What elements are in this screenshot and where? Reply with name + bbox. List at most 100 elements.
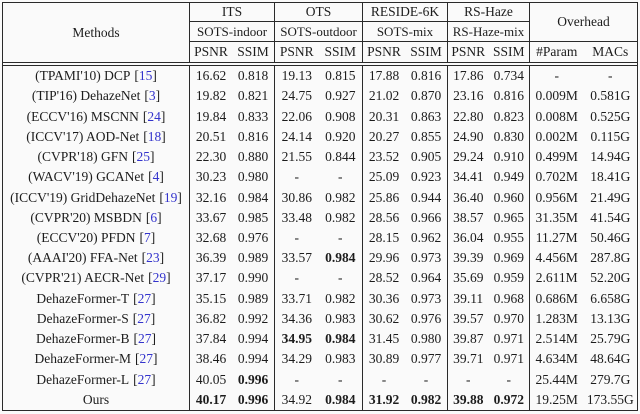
citation-bracket-open: [ xyxy=(148,270,153,286)
its-cell: 35.15 0.989 xyxy=(190,288,275,309)
param-value: 25.44M xyxy=(535,371,578,387)
psnr-value: 39.71 xyxy=(453,351,484,367)
param-label: #Param xyxy=(536,44,578,59)
header-group-its: ITS SOTS-indoor PSNR SSIM xyxy=(190,3,275,62)
psnr-value: 39.87 xyxy=(453,331,484,347)
ssim-value: 0.927 xyxy=(325,88,356,104)
psnr-value: 34.41 xyxy=(453,169,484,185)
its-cell: 19.84 0.833 xyxy=(190,106,275,127)
psnr-value: 32.16 xyxy=(195,189,227,205)
citation-bracket-open: [ xyxy=(132,310,138,326)
ots-cell: 34.92 0.984 xyxy=(275,389,363,410)
method-name: (TPAMI'10) DCP xyxy=(35,68,131,84)
param-value: - xyxy=(554,68,560,84)
macs-value: 279.7G xyxy=(590,371,631,387)
dataset-label: OTS xyxy=(275,3,362,22)
method-cell: (ECCV'20) PFDN [7] xyxy=(3,227,190,249)
method-cell: (TPAMI'10) DCP [15] xyxy=(3,66,190,87)
psnr-value: - xyxy=(381,371,387,387)
method-cell: Ours xyxy=(3,389,190,410)
ssim-value: 0.990 xyxy=(237,270,269,286)
reside6k-cell: 28.52 0.964 xyxy=(363,268,448,289)
method-name: (ICCV'19) GridDehazeNet xyxy=(10,189,156,205)
psnr-label: PSNR xyxy=(367,44,401,59)
ssim-value: 0.983 xyxy=(325,310,356,326)
reside6k-cell: 20.31 0.863 xyxy=(363,106,448,127)
ssim-value: 0.830 xyxy=(493,128,524,144)
citation: [18] xyxy=(143,129,166,145)
reside6k-cell: 20.27 0.855 xyxy=(363,126,448,147)
rshaze-cell: 23.16 0.816 xyxy=(448,86,530,107)
table-body: (TPAMI'10) DCP [15] 16.62 0.818 19.13 0.8… xyxy=(3,66,637,410)
citation: [7] xyxy=(140,230,156,246)
its-cell: 36.82 0.992 xyxy=(190,308,275,330)
macs-value: 14.94G xyxy=(590,149,631,165)
ots-cell: 22.06 0.908 xyxy=(275,106,363,127)
psnr-value: 38.57 xyxy=(453,209,484,225)
method-cell: DehazeFormer-M [27] xyxy=(3,349,190,370)
ssim-value: 0.968 xyxy=(493,290,524,306)
ssim-value: 0.996 xyxy=(237,391,269,407)
citation: [3] xyxy=(144,88,160,104)
method-name: Ours xyxy=(82,391,110,407)
ssim-value: 0.994 xyxy=(237,331,269,347)
its-cell: 38.46 0.994 xyxy=(190,349,275,370)
ssim-value: 0.964 xyxy=(410,270,442,286)
metric-labels: PSNR SSIM xyxy=(190,42,274,62)
ssim-label: SSIM xyxy=(324,44,356,59)
macs-value: 52.20G xyxy=(590,270,631,286)
psnr-value: - xyxy=(466,371,471,387)
param-value: 0.008M xyxy=(535,108,578,124)
header-group-reside6k: RESIDE-6K SOTS-mix PSNR SSIM xyxy=(363,3,448,62)
psnr-value: 19.84 xyxy=(195,108,227,124)
ssim-value: 0.910 xyxy=(493,149,524,165)
rshaze-cell: 39.88 0.972 xyxy=(448,389,530,410)
ssim-value: 0.870 xyxy=(410,88,442,104)
psnr-value: 22.80 xyxy=(453,108,484,124)
psnr-value: 40.05 xyxy=(195,371,227,387)
citation-bracket-close: ] xyxy=(177,189,182,205)
dataset-label: ITS xyxy=(190,3,274,22)
method-cell: (ICCV'17) AOD-Net [18] xyxy=(3,126,190,147)
subset-label: SOTS-mix xyxy=(363,22,447,42)
header-group-rshaze: RS-Haze RS-Haze-mix PSNR SSIM xyxy=(448,3,530,62)
ssim-value: 0.960 xyxy=(493,189,524,205)
method-cell: (WACV'19) GCANet [4] xyxy=(3,167,190,188)
rshaze-cell: 36.04 0.955 xyxy=(448,227,530,249)
its-cell: 16.62 0.818 xyxy=(190,66,275,87)
ssim-value: 0.969 xyxy=(493,250,524,266)
psnr-value: 30.86 xyxy=(281,189,312,205)
its-cell: 36.39 0.989 xyxy=(190,248,275,269)
citation: [27] xyxy=(133,311,156,327)
method-cell: (ICCV'19) GridDehazeNet [19] xyxy=(3,187,190,208)
macs-value: 0.525G xyxy=(590,108,631,124)
reside6k-cell: 29.96 0.973 xyxy=(363,248,448,269)
citation-bracket-close: ] xyxy=(161,128,166,144)
ssim-value: 0.970 xyxy=(493,310,524,326)
macs-value: 41.54G xyxy=(590,209,631,225)
overhead-cell: 4.634M 48.64G xyxy=(530,349,637,369)
table-row: DehazeFormer-L [27] 40.05 0.996 - - - - -… xyxy=(3,369,637,390)
table-row: (WACV'19) GCANet [4] 30.23 0.980 - - 25.0… xyxy=(3,167,637,188)
param-value: 0.702M xyxy=(535,169,578,185)
ots-cell: - - xyxy=(275,227,363,249)
citation-number: 23 xyxy=(146,250,160,266)
ssim-value: 0.905 xyxy=(410,149,442,165)
ots-cell: 34.95 0.984 xyxy=(275,329,363,350)
header-group-ots: OTS SOTS-outdoor PSNR SSIM xyxy=(275,3,363,62)
reside6k-cell: 23.52 0.905 xyxy=(363,146,448,168)
rshaze-cell: 36.40 0.960 xyxy=(448,187,530,208)
ots-cell: 19.13 0.815 xyxy=(275,66,363,87)
citation-number: 27 xyxy=(137,331,152,347)
psnr-value: 33.57 xyxy=(281,250,312,266)
macs-value: 0.581G xyxy=(590,88,631,104)
ots-cell: 34.29 0.983 xyxy=(275,349,363,370)
psnr-value: 37.17 xyxy=(195,270,227,286)
ssim-value: - xyxy=(423,371,429,387)
metric-labels: PSNR SSIM xyxy=(363,42,447,62)
psnr-value: 39.11 xyxy=(453,290,484,306)
ssim-value: 0.844 xyxy=(325,149,356,165)
ssim-value: 0.989 xyxy=(237,290,269,306)
citation-bracket-close: ] xyxy=(151,371,156,387)
psnr-value: 39.57 xyxy=(453,310,484,326)
